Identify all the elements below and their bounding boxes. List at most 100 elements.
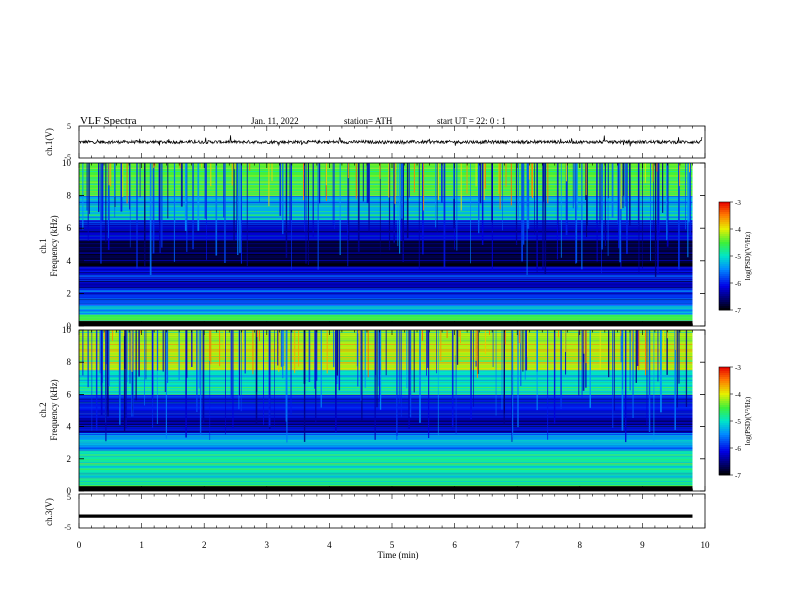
colorbar-cell [719,463,730,466]
spectrogram-line [79,320,693,321]
spectrogram-line [79,462,693,464]
spectrogram-line [79,282,693,283]
spectrogram-spike [470,163,471,264]
spectrogram-spike [385,330,387,376]
colorbar-cell [719,292,730,295]
colorbar-cell [719,208,730,211]
colorbar-cell [719,300,730,303]
colorbar-cell [719,266,730,269]
spectrogram-burst [268,163,270,207]
colorbar-cell [719,252,730,255]
spectrogram-line [79,418,693,420]
spectrogram-spike [259,163,260,202]
colorbar-cell [719,212,730,215]
colorbar-cell [719,288,730,291]
spectrogram-spike [534,163,535,235]
spectrogram-spike [106,330,108,365]
spectrogram-burst [460,330,461,344]
spectrogram-line [79,423,693,425]
spectrogram-spike [282,163,284,235]
colorbar-cell [719,220,730,223]
spectrogram-spike [619,163,621,263]
spectrogram-burst [244,163,246,165]
colorbar-cell [719,415,730,418]
spectrogram-line [79,433,693,435]
spectrogram-spike [521,163,523,262]
spectrogram-spike [91,330,93,431]
colorbar-cell [719,469,730,472]
spectrogram-spike [307,163,309,265]
colorbar-cell [719,443,730,446]
spectrogram-spike [274,330,275,427]
spectrogram-burst [531,163,533,197]
colorbar-cell [719,407,730,410]
spectrogram-spike [657,163,659,236]
spectrogram-spike [338,330,341,391]
spectrogram-spike [470,330,472,420]
colorbar-cell [719,304,730,307]
ch1-spec-ylabel-frequency: Frequency (kHz) [49,215,59,276]
spectrogram-spike [332,163,334,225]
spectrogram-spike [378,330,381,403]
spectrogram-line [79,385,693,387]
spectrogram-spike [512,330,514,438]
spectrogram-spike [678,163,680,270]
spectrogram-line [79,389,693,391]
spectrogram-spike [660,330,662,413]
spectrogram-line [79,231,693,233]
spectrogram-line [79,287,693,289]
spectrogram-spike [625,330,627,443]
spectrogram-spike [601,163,603,250]
spectrogram-line [79,199,693,201]
spectrogram-spike [629,330,631,391]
spectrogram-burst [122,163,124,197]
spectrogram-spike [418,163,420,269]
colorbar-cell [719,377,730,380]
spectrogram-line [79,386,693,388]
spectrogram-line [79,257,693,258]
spectrogram-line [79,242,693,243]
spectrogram-line [79,183,693,185]
spectrogram-spike [379,163,381,255]
spectrogram-spike [374,330,376,440]
spectrogram-line [79,430,693,431]
spectrogram-burst [528,163,530,180]
spectrogram-line [79,445,693,446]
spectrogram-line [79,392,693,393]
spectrogram-spike [237,163,239,255]
spectrogram-burst [421,330,423,341]
spectrogram-spike [159,163,161,253]
spectrogram-burst [458,330,460,337]
spectrogram-spike [364,330,366,388]
spectrogram-line [79,468,693,469]
spectrogram-line [79,465,693,467]
spectrogram-spike [246,163,248,267]
spectrogram-spike [542,163,544,270]
spectrogram-line [79,302,693,304]
spectrogram-burst [484,330,486,355]
colorbar-cell [719,230,730,233]
colorbar-cell [719,224,730,227]
colorbar-cell [719,256,730,259]
spectrogram-line [79,483,693,485]
spectrogram-spike [280,330,283,367]
spectrogram-burst [123,330,125,336]
ch3-wave-ylabel: ch.3(V) [44,498,54,526]
spectrogram-line [79,272,693,273]
spectrogram-spike [198,330,200,389]
spectrogram-line [79,297,693,299]
spectrogram-spike [316,330,318,381]
spectrogram-spike [138,330,140,377]
spectrogram-spike [527,163,530,229]
colorbar-cell [719,228,730,231]
spectrogram-burst [110,163,112,187]
spectrogram-line [79,215,693,216]
spectrogram-spike [178,330,180,381]
spectrogram-spike [156,330,158,424]
spectrogram-spike [348,163,350,241]
spectrogram-burst [510,163,512,206]
spectrogram-spike [106,330,108,411]
spectrogram-spike [315,330,317,422]
spectrogram-line [79,412,693,414]
ch1-ytick-top: 5 [67,122,71,131]
